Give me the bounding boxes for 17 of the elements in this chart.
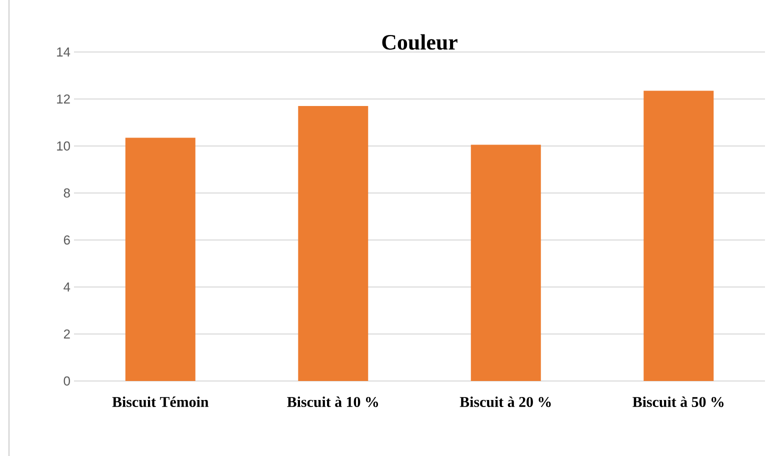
x-tick-label: Biscuit Témoin	[112, 396, 209, 408]
y-tick-label: 14	[57, 48, 70, 56]
chart-title: Couleur	[382, 34, 458, 50]
x-tick-label: Biscuit à 20 %	[460, 396, 551, 408]
x-tick-label: Biscuit à 10 %	[287, 396, 378, 408]
y-tick-label: 2	[64, 329, 70, 339]
y-tick-label: 10	[57, 141, 70, 151]
x-tick-label: Biscuit à 50 %	[632, 396, 724, 408]
y-tick-label: 8	[64, 188, 70, 198]
y-tick-label: 6	[64, 235, 70, 245]
y-tick-label: 0	[64, 376, 70, 386]
bar	[470, 144, 541, 381]
y-tick-label: 4	[64, 282, 70, 292]
bar	[644, 90, 714, 381]
bar	[298, 106, 368, 381]
bar	[125, 138, 196, 381]
y-tick-label: 12	[57, 94, 70, 104]
